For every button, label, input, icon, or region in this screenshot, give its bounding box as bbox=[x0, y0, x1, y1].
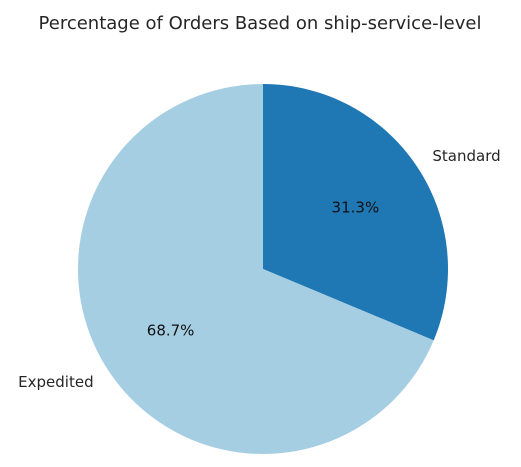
pie-percent-label-expedited: 68.7% bbox=[147, 322, 195, 340]
chart-title: Percentage of Orders Based on ship-servi… bbox=[39, 13, 482, 34]
pie-category-label-expedited: Expedited bbox=[18, 373, 93, 391]
pie-percent-label-standard: 31.3% bbox=[332, 198, 380, 216]
pie-slice-standard bbox=[263, 84, 448, 341]
pie-slices bbox=[77, 83, 448, 455]
pie-slice-expedited bbox=[77, 83, 434, 455]
pie-labels: 31.3% Standard 68.7% Expedited bbox=[18, 147, 500, 391]
pie-category-label-standard: Standard bbox=[432, 147, 500, 165]
